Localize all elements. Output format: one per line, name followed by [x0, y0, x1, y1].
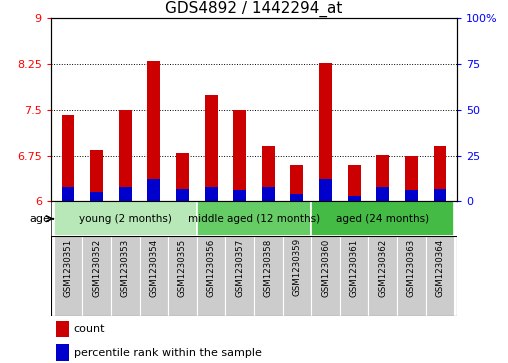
- Text: GSM1230355: GSM1230355: [178, 238, 187, 297]
- Bar: [90, 192, 103, 201]
- Text: GSM1230352: GSM1230352: [92, 238, 101, 297]
- Bar: [311, 201, 454, 236]
- Bar: [262, 146, 275, 187]
- Bar: [254, 236, 282, 316]
- Text: GSM1230364: GSM1230364: [435, 238, 444, 297]
- Bar: [119, 187, 132, 201]
- Bar: [282, 236, 311, 316]
- Bar: [140, 236, 168, 316]
- Bar: [54, 236, 82, 316]
- Text: GSM1230358: GSM1230358: [264, 238, 273, 297]
- Text: GSM1230360: GSM1230360: [321, 238, 330, 297]
- Bar: [376, 155, 389, 187]
- Bar: [197, 201, 311, 236]
- Text: percentile rank within the sample: percentile rank within the sample: [74, 348, 262, 358]
- Bar: [168, 236, 197, 316]
- Bar: [90, 150, 103, 192]
- Bar: [348, 196, 361, 201]
- Text: age: age: [29, 214, 50, 224]
- Text: GSM1230354: GSM1230354: [149, 238, 158, 297]
- Bar: [376, 187, 389, 201]
- Text: GSM1230351: GSM1230351: [64, 238, 73, 297]
- Bar: [176, 189, 189, 201]
- Bar: [56, 321, 69, 337]
- Bar: [176, 152, 189, 189]
- Bar: [291, 194, 303, 201]
- Bar: [368, 236, 397, 316]
- Bar: [434, 189, 447, 201]
- Bar: [119, 110, 132, 187]
- Bar: [405, 156, 418, 191]
- Text: GSM1230362: GSM1230362: [378, 238, 387, 297]
- Text: middle aged (12 months): middle aged (12 months): [188, 214, 320, 224]
- Text: GSM1230359: GSM1230359: [293, 238, 301, 297]
- Bar: [54, 201, 197, 236]
- Text: young (2 months): young (2 months): [79, 214, 172, 224]
- Bar: [205, 187, 217, 201]
- Bar: [197, 236, 226, 316]
- Bar: [348, 165, 361, 196]
- Bar: [397, 236, 426, 316]
- Bar: [111, 236, 140, 316]
- Bar: [61, 187, 74, 201]
- Bar: [291, 165, 303, 194]
- Text: GSM1230361: GSM1230361: [350, 238, 359, 297]
- Bar: [434, 147, 447, 189]
- Bar: [56, 344, 69, 361]
- Bar: [82, 236, 111, 316]
- Text: GSM1230363: GSM1230363: [407, 238, 416, 297]
- Bar: [205, 94, 217, 187]
- Bar: [233, 191, 246, 201]
- Title: GDS4892 / 1442294_at: GDS4892 / 1442294_at: [165, 1, 343, 17]
- Bar: [61, 115, 74, 187]
- Bar: [226, 236, 254, 316]
- Bar: [426, 236, 454, 316]
- Bar: [311, 236, 340, 316]
- Text: GSM1230353: GSM1230353: [121, 238, 130, 297]
- Bar: [147, 61, 160, 179]
- Text: GSM1230357: GSM1230357: [235, 238, 244, 297]
- Text: count: count: [74, 324, 105, 334]
- Bar: [262, 187, 275, 201]
- Text: GSM1230356: GSM1230356: [207, 238, 215, 297]
- Bar: [319, 64, 332, 179]
- Bar: [233, 110, 246, 191]
- Bar: [319, 179, 332, 201]
- Bar: [405, 191, 418, 201]
- Text: aged (24 months): aged (24 months): [336, 214, 429, 224]
- Bar: [340, 236, 368, 316]
- Bar: [147, 179, 160, 201]
